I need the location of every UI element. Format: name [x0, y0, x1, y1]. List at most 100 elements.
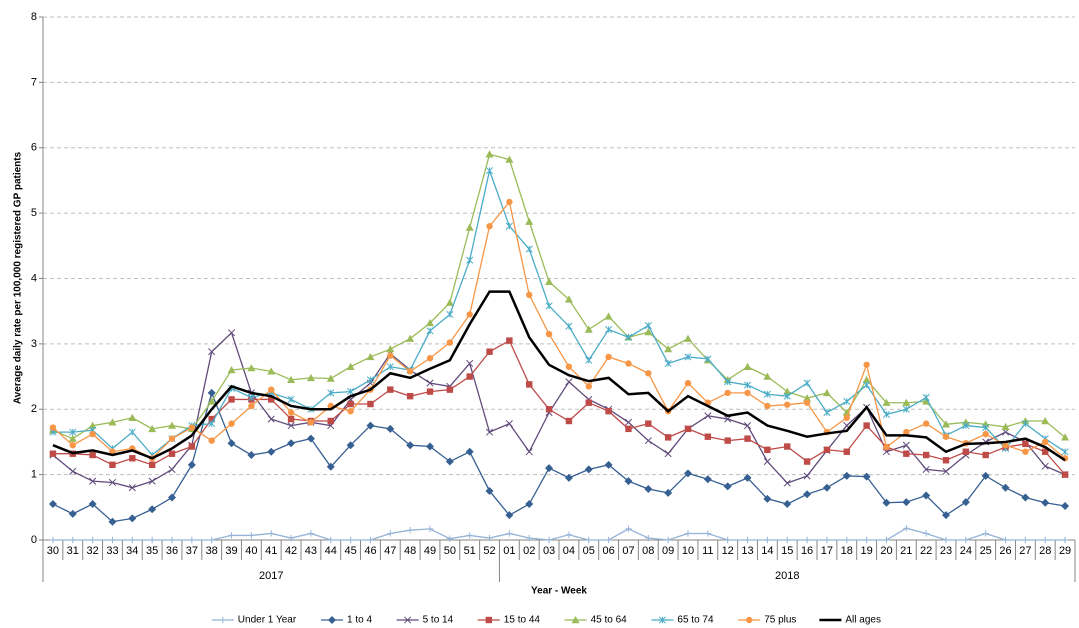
y-tick-label: 6 [31, 142, 37, 154]
legend-label: 45 to 64 [591, 615, 628, 626]
marker [565, 417, 573, 425]
marker [406, 368, 414, 375]
marker [287, 415, 295, 423]
x-tick-label: 05 [583, 545, 595, 557]
x-tick-label: 18 [841, 545, 853, 557]
marker [129, 536, 136, 544]
marker [128, 514, 137, 523]
marker [128, 428, 136, 436]
x-group-label: 2017 [259, 570, 283, 582]
marker [545, 330, 553, 338]
marker [168, 465, 176, 473]
x-tick-label: 19 [860, 545, 872, 557]
marker [565, 531, 573, 538]
marker [446, 339, 454, 346]
marker [843, 448, 850, 455]
marker [882, 398, 891, 406]
x-tick-label: 04 [563, 545, 575, 557]
marker [1061, 448, 1069, 456]
marker [942, 457, 950, 464]
marker [902, 441, 910, 449]
marker [803, 394, 812, 402]
marker [664, 359, 672, 368]
marker [287, 439, 296, 448]
marker [247, 451, 256, 460]
marker [406, 334, 415, 342]
x-tick-label: 38 [206, 545, 218, 557]
marker [109, 536, 116, 544]
legend-label: 15 to 44 [504, 615, 541, 626]
y-axis-title: Average daily rate per 100,000 registere… [13, 151, 24, 404]
y-tick-label: 4 [31, 272, 37, 284]
marker [525, 217, 534, 225]
legend-label: Under 1 Year [238, 615, 297, 626]
marker [248, 532, 255, 539]
marker [287, 534, 295, 542]
marker [585, 399, 592, 406]
x-tick-label: 26 [999, 545, 1011, 557]
marker [724, 389, 731, 397]
marker [783, 479, 791, 487]
marker [744, 536, 751, 544]
marker [1001, 422, 1010, 431]
x-tick-label: 21 [900, 545, 912, 557]
marker [366, 352, 375, 361]
marker [645, 534, 652, 542]
marker [764, 536, 771, 544]
marker [466, 311, 473, 318]
marker [604, 460, 613, 469]
marker [942, 433, 950, 440]
marker [208, 536, 215, 544]
marker [724, 415, 732, 423]
marker [625, 525, 632, 533]
marker [506, 198, 513, 206]
marker [565, 322, 573, 330]
marker [446, 535, 454, 542]
marker [545, 464, 554, 473]
x-tick-label: 28 [1039, 545, 1051, 557]
marker [823, 536, 831, 544]
marker [803, 490, 812, 499]
marker [704, 433, 712, 440]
marker [485, 486, 494, 495]
marker [367, 536, 374, 544]
x-tick-label: 03 [543, 545, 555, 557]
marker [207, 397, 216, 405]
marker [942, 511, 950, 520]
marker [843, 397, 851, 405]
marker [763, 390, 771, 398]
x-tick-label: 16 [801, 545, 813, 557]
y-tick-label: 5 [31, 207, 37, 219]
marker [89, 536, 96, 544]
marker [327, 417, 334, 425]
marker [326, 462, 335, 471]
marker [326, 374, 335, 382]
marker [188, 424, 196, 431]
marker [565, 363, 573, 370]
x-tick-label: 49 [424, 545, 436, 557]
marker [863, 422, 870, 429]
series-line [52, 290, 1066, 462]
marker [485, 428, 494, 436]
marker [803, 472, 811, 480]
marker [584, 465, 593, 474]
marker [129, 455, 136, 462]
marker [148, 505, 157, 514]
x-tick-label: 11 [702, 545, 713, 557]
marker [505, 155, 514, 163]
marker [485, 167, 494, 175]
marker [69, 428, 77, 436]
marker [1041, 498, 1050, 507]
marker [744, 389, 751, 397]
series-line [52, 168, 1066, 456]
marker [942, 420, 950, 428]
marker [1002, 536, 1009, 544]
marker [525, 500, 534, 509]
x-tick-label: 24 [960, 545, 972, 557]
marker [387, 386, 394, 393]
x-tick-label: 39 [225, 545, 237, 557]
marker [168, 450, 176, 457]
marker [922, 530, 930, 537]
marker [743, 422, 752, 430]
y-tick-label: 8 [31, 11, 37, 23]
